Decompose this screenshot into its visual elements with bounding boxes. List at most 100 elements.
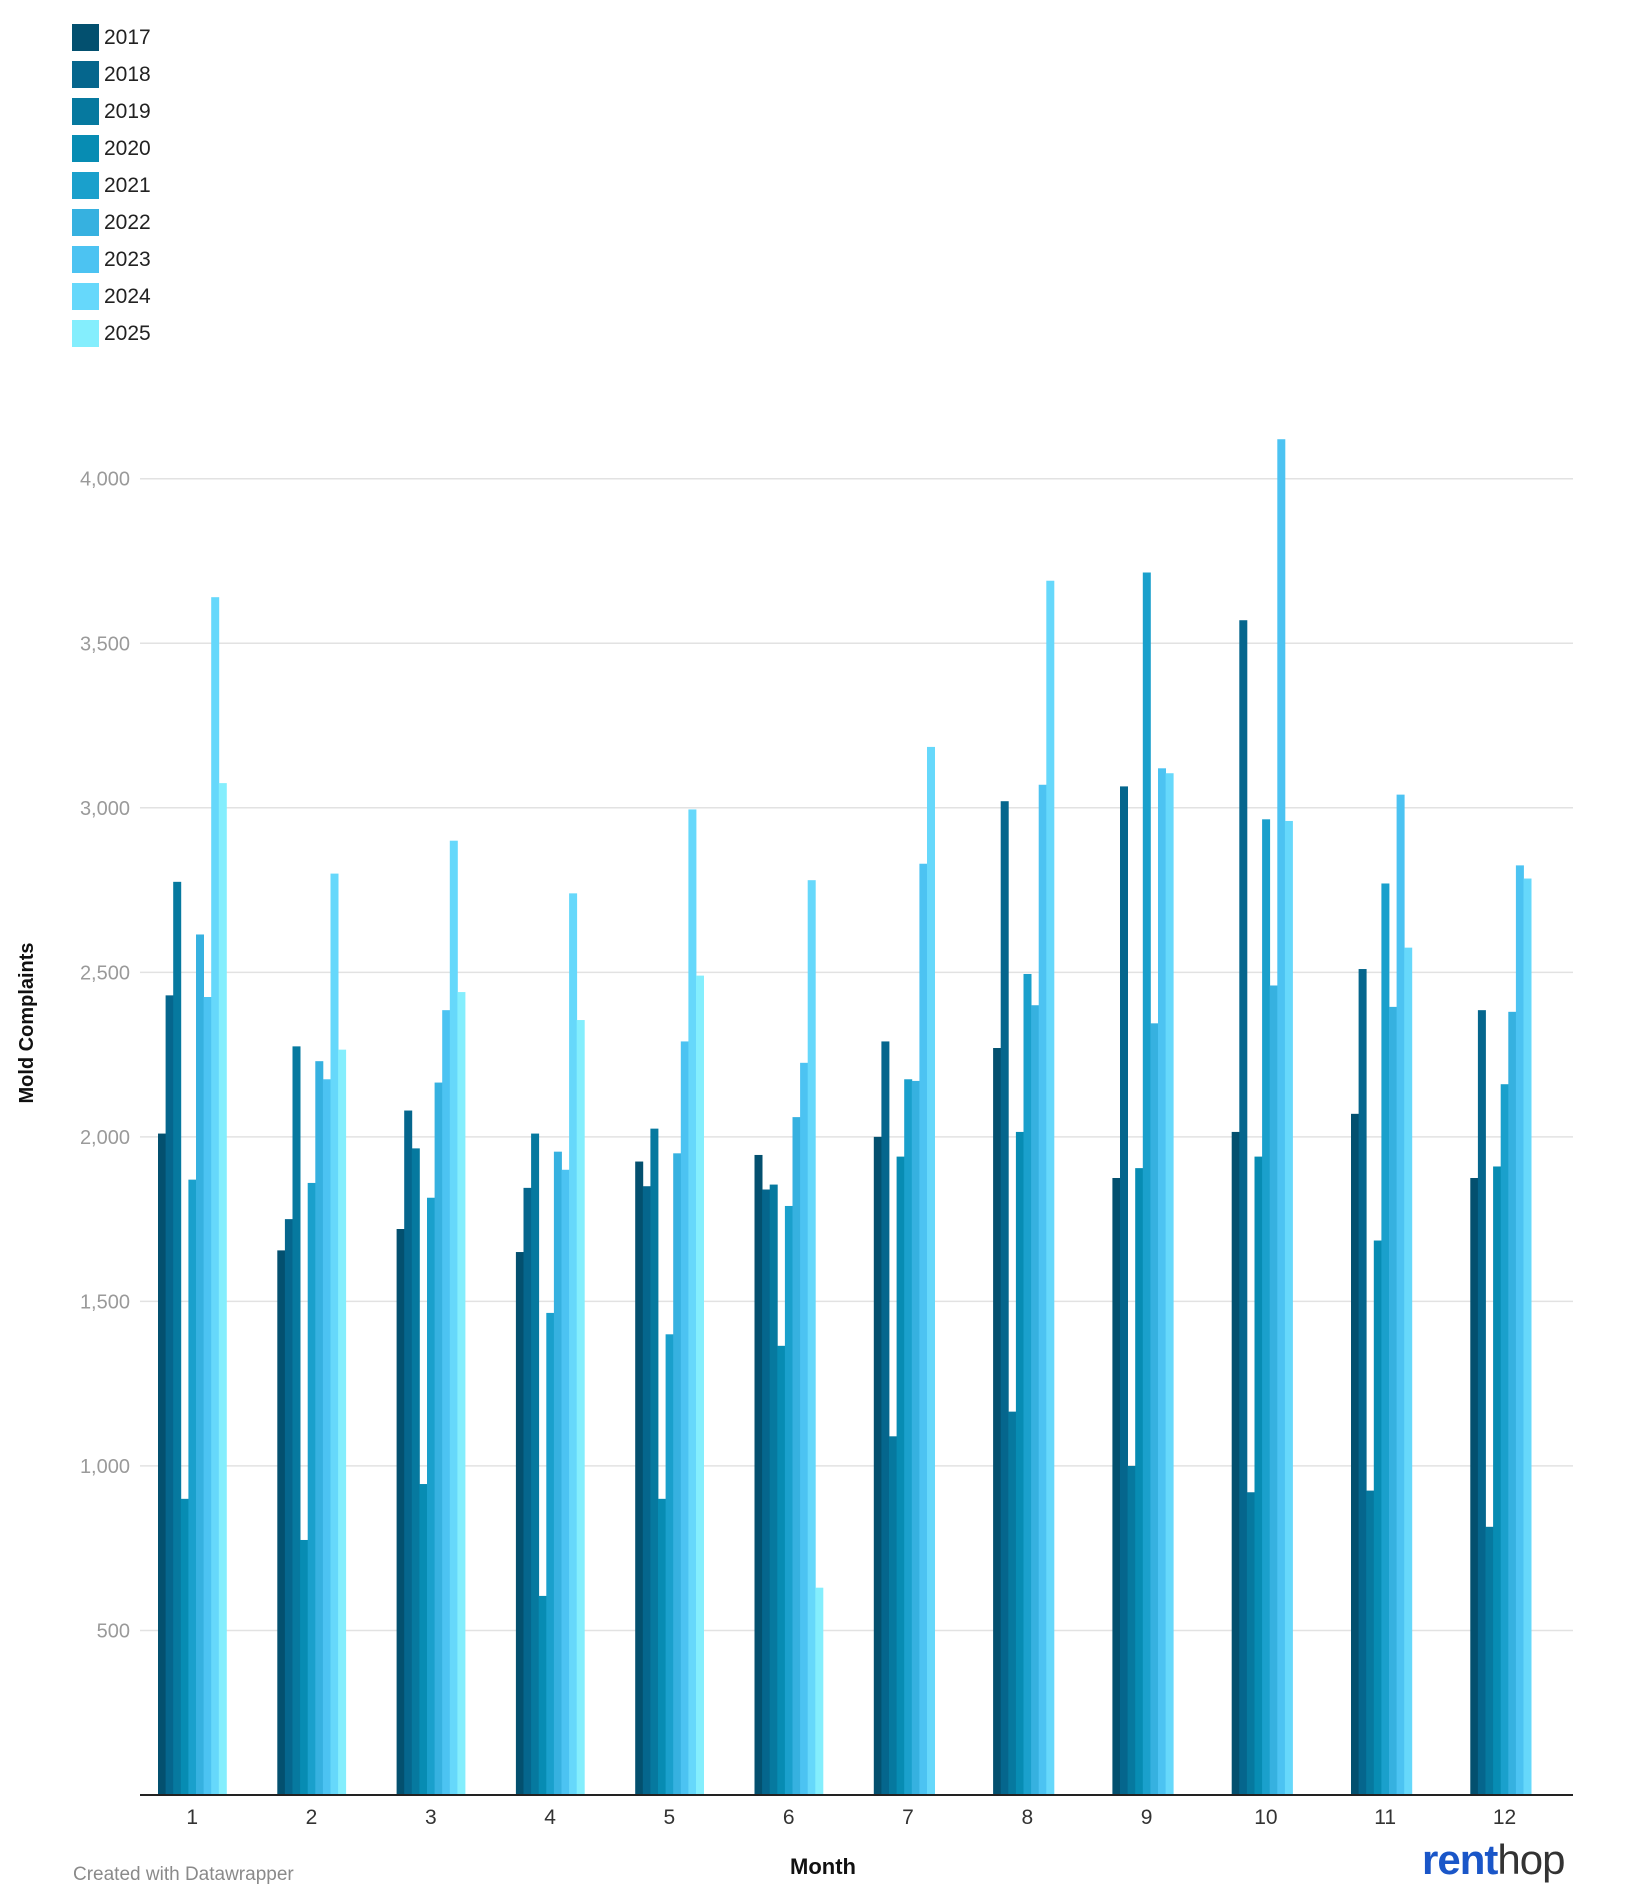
x-tick-label: 3: [425, 1806, 437, 1829]
bar: [1254, 1156, 1263, 1795]
y-tick-label: 1,000: [80, 1456, 130, 1478]
bar: [807, 880, 816, 1795]
logo-hop-text: hop: [1497, 1836, 1565, 1883]
legend-label: 2023: [104, 247, 151, 271]
bar: [1500, 1084, 1509, 1795]
bar: [815, 1587, 824, 1795]
legend-item: 2017: [72, 19, 151, 56]
bar: [1404, 947, 1413, 1795]
bar: [419, 1484, 428, 1795]
bar: [1000, 801, 1009, 1795]
x-tick-label: 1: [186, 1806, 198, 1829]
x-tick-label: 5: [664, 1806, 676, 1829]
bar: [538, 1595, 547, 1795]
x-tick-label: 12: [1493, 1806, 1516, 1829]
bar: [173, 881, 182, 1795]
bar: [896, 1156, 905, 1795]
bar: [673, 1153, 682, 1795]
bar: [180, 1498, 189, 1795]
bar: [457, 992, 466, 1795]
bar: [546, 1312, 555, 1795]
credit-text: Created with Datawrapper: [73, 1864, 294, 1885]
bar: [658, 1498, 666, 1795]
bar: [911, 1080, 920, 1795]
bar: [196, 934, 204, 1795]
bar: [1389, 1006, 1397, 1795]
bar: [218, 783, 227, 1795]
x-tick-label: 7: [902, 1806, 914, 1829]
bar: [1142, 572, 1151, 1795]
bar: [680, 1041, 689, 1795]
legend-swatch: [72, 246, 99, 273]
legend-swatch: [72, 320, 99, 347]
bar: [1038, 784, 1047, 1795]
x-tick-label: 8: [1021, 1806, 1033, 1829]
bar: [1046, 580, 1055, 1795]
legend-item: 2019: [72, 93, 151, 130]
legend-label: 2025: [104, 321, 151, 345]
bar: [165, 995, 174, 1795]
bar: [784, 1205, 793, 1795]
bar: [1508, 1011, 1517, 1795]
bar: [762, 1189, 771, 1795]
x-tick-label: 10: [1254, 1806, 1277, 1829]
bar: [881, 1041, 890, 1795]
legend-label: 2018: [104, 62, 151, 86]
bar: [1127, 1465, 1136, 1795]
bar: [315, 1061, 324, 1795]
bar: [569, 893, 578, 1795]
legend-label: 2017: [104, 25, 151, 49]
y-tick-label: 2,500: [80, 962, 130, 984]
bar: [650, 1128, 659, 1795]
legend-swatch: [72, 172, 99, 199]
y-tick-label: 4,000: [80, 469, 130, 491]
bar: [1485, 1526, 1494, 1795]
x-axis-title: Month: [790, 1854, 856, 1879]
bar: [696, 975, 704, 1795]
bar: [1358, 969, 1367, 1795]
bar: [754, 1154, 763, 1795]
x-tick-label: 2: [306, 1806, 318, 1829]
bar: [873, 1136, 882, 1795]
bar: [1262, 819, 1271, 1795]
legend-item: 2025: [72, 315, 151, 352]
bar: [1231, 1131, 1240, 1795]
bar: [927, 746, 935, 1795]
legend-swatch: [72, 98, 99, 125]
bar: [322, 1079, 331, 1795]
bar: [523, 1187, 532, 1795]
bar: [203, 997, 212, 1795]
legend-swatch: [72, 209, 99, 236]
bar: [211, 597, 220, 1795]
bar: [1515, 865, 1524, 1795]
bar: [404, 1110, 413, 1795]
legend-swatch: [72, 135, 99, 162]
bar: [1239, 620, 1248, 1795]
bar: [307, 1182, 316, 1795]
bar: [889, 1436, 897, 1795]
bar: [1015, 1131, 1024, 1795]
logo-rent-text: rent: [1422, 1836, 1498, 1883]
bar: [1112, 1177, 1121, 1795]
legend-item: 2022: [72, 204, 151, 241]
legend-swatch: [72, 283, 99, 310]
bar: [330, 873, 339, 1795]
x-tick-label: 11: [1374, 1806, 1396, 1829]
legend-item: 2020: [72, 130, 151, 167]
legend-item: 2018: [72, 56, 151, 93]
bar: [777, 1345, 786, 1795]
legend-label: 2020: [104, 136, 151, 160]
bar: [792, 1117, 801, 1795]
bar: [1135, 1168, 1144, 1795]
bar: [1366, 1490, 1375, 1795]
y-tick-label: 3,000: [80, 798, 130, 820]
bar: [531, 1133, 540, 1795]
legend-label: 2022: [104, 210, 151, 234]
bar: [427, 1197, 435, 1795]
bar: [635, 1161, 644, 1795]
bar: [1493, 1166, 1502, 1795]
bar: [1523, 878, 1532, 1795]
y-tick-label: 2,000: [80, 1127, 130, 1149]
bar: [411, 1148, 420, 1795]
legend-label: 2021: [104, 173, 151, 197]
